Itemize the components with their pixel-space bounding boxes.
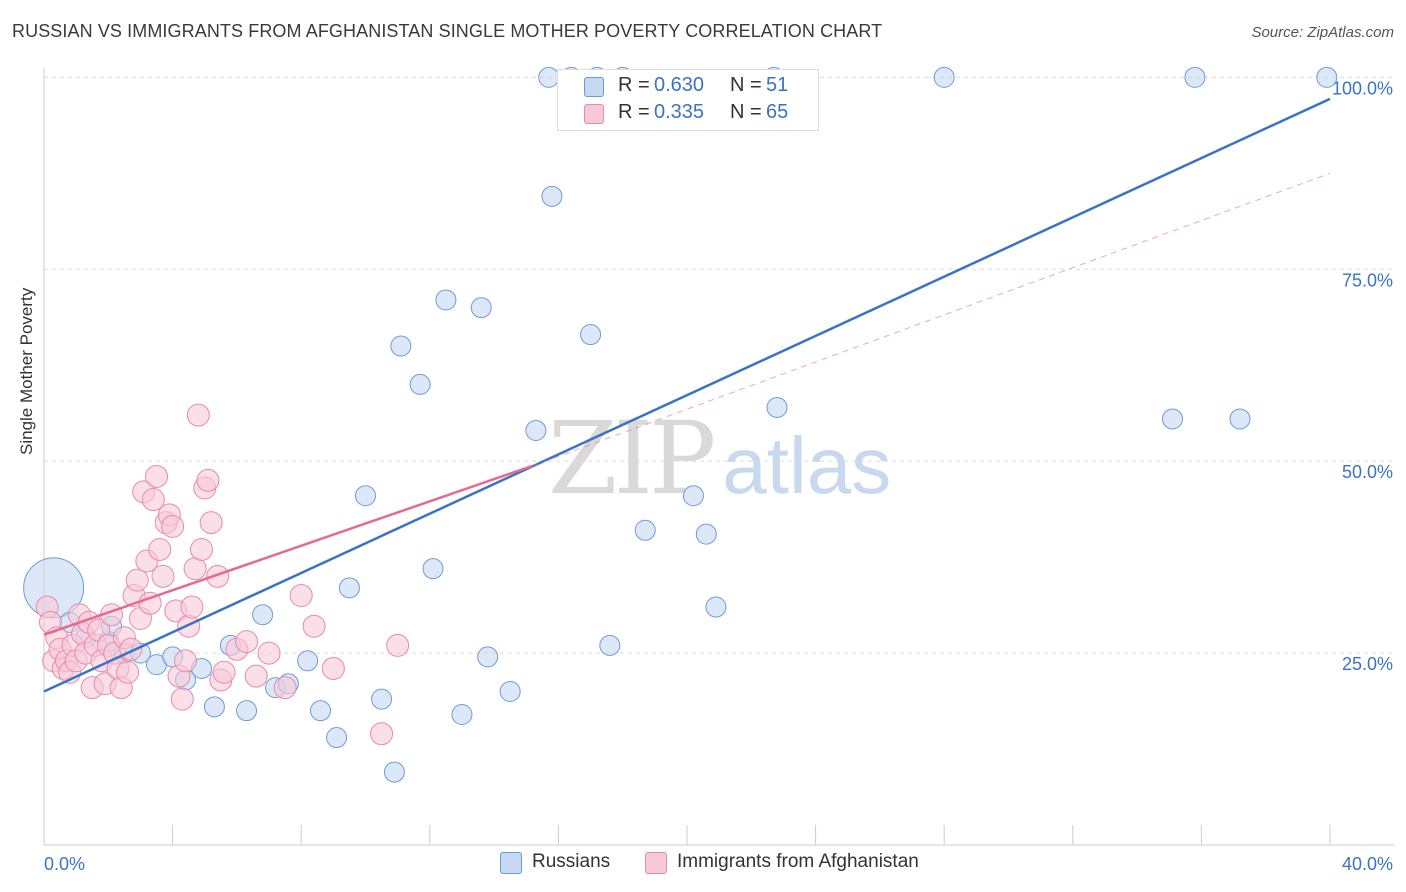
russians-point [383,761,405,783]
russians-point [309,700,331,722]
russians-point [580,324,602,346]
legend-r-label: R = [618,74,650,96]
russians-point [634,519,656,541]
russians-point [695,523,717,545]
legend-n-value: 65 [766,101,789,123]
russians-point [422,558,444,580]
afghanistan-point [173,649,197,673]
russians-point [371,688,393,710]
afghanistan-point [183,557,207,581]
x-tick-label-left: 0.0% [44,854,85,874]
russians-point [203,696,225,718]
chart-title: RUSSIAN VS IMMIGRANTS FROM AFGHANISTAN S… [12,21,883,41]
russians-point [435,289,457,311]
russians-point [326,727,348,749]
russians-point [1161,408,1183,430]
legend-n-label: N = [730,101,762,123]
afghanistan-point [199,511,223,535]
afghanistan-trend-line [43,464,534,636]
russians-point [470,297,492,319]
afghanistan-point [235,630,259,654]
y-tick-label: 75.0% [1342,270,1393,290]
russians-point [1316,66,1338,88]
afghanistan-point [302,614,326,638]
series-legend: Russians Immigrants from Afghanistan [0,851,1406,877]
legend-swatch-russians [500,852,522,874]
russians-point [1184,66,1206,88]
legend-swatch-blue [584,77,604,97]
source-credit: Source: ZipAtlas.com [1251,24,1394,41]
legend-label-afghanistan: Immigrants from Afghanistan [677,851,919,872]
afghanistan-point [196,468,220,492]
afghanistan-point [321,656,345,680]
afghanistan-point [190,537,214,561]
russians-point [933,66,955,88]
legend-r-label: R = [618,101,650,123]
afghanistan-point [151,564,175,588]
y-tick-label: 25.0% [1342,654,1393,674]
russians-point [499,680,521,702]
russians-point [682,485,704,507]
y-tick-label: 50.0% [1342,462,1393,482]
afghanistan-trend-extension [532,172,1331,467]
russians-point [477,646,499,668]
russians-point [390,335,412,357]
russians-point [236,700,258,722]
y-axis-label: Single Mother Poverty [17,287,36,455]
x-tick-label-right: 40.0% [1342,854,1393,874]
afghanistan-point [257,641,281,665]
afghanistan-point [180,595,204,619]
russians-point [252,604,274,626]
russians-point [538,66,560,88]
afghanistan-point [148,537,172,561]
russians-point [705,596,727,618]
afghanistan-point [141,488,165,512]
russians-point [451,704,473,725]
russians-point [525,419,547,441]
russians-point [355,485,376,507]
legend-swatch-afghanistan [645,852,667,874]
russians-point [297,650,319,672]
afghanistan-point [386,633,410,657]
afghanistan-point [206,564,230,588]
legend-r-value: 0.335 [654,101,705,123]
watermark-atlas: atlas [722,421,892,510]
russians-point [1229,408,1251,430]
russians-point [599,634,621,656]
y-tick-label: 100.0% [1332,78,1393,98]
afghanistan-point [212,660,236,684]
afghanistan-point [244,664,268,688]
afghanistan-point [177,614,201,638]
afghanistan-point [138,591,162,615]
afghanistan-point [186,403,210,427]
afghanistan-point [170,687,194,711]
russians-trend-line [43,97,1331,693]
legend-r-value: 0.630 [654,74,705,96]
russians-point [766,396,788,418]
russians-point [409,373,431,395]
afghanistan-point [116,660,140,684]
correlation-legend: R = 0.630 N = 51 R = 0.335 N = 65 [557,69,819,131]
afghanistan-point [145,465,169,489]
russians-point [338,577,360,599]
afghanistan-point [161,514,185,538]
afghanistan-point [289,584,313,608]
afghanistan-point [273,676,297,700]
legend-n-value: 51 [766,74,789,96]
legend-swatch-pink [584,104,604,124]
legend-n-label: N = [730,74,762,96]
russians-point [541,185,563,207]
afghanistan-point [370,722,394,746]
afghanistan-point [125,568,149,592]
legend-label-russians: Russians [532,851,611,872]
